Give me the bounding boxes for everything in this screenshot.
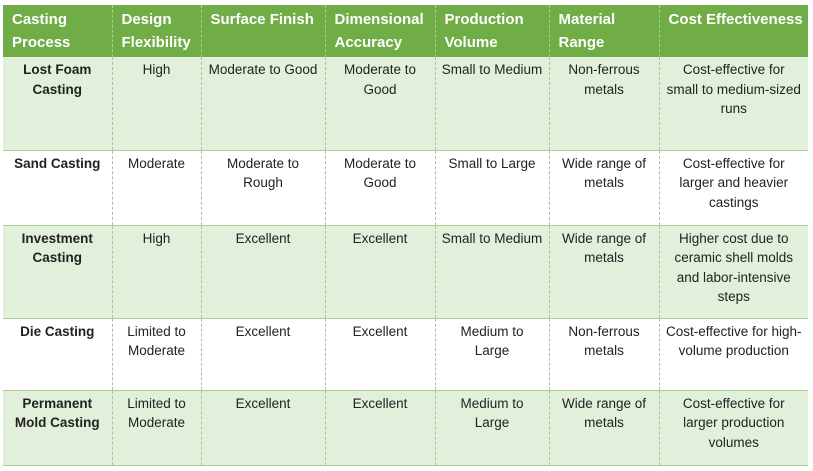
header-cell: Dimensional Accuracy (324, 5, 435, 57)
header-cell: Casting Process (3, 5, 112, 57)
table-cell: Non-ferrous metals (548, 318, 659, 391)
header-cell: Material Range (548, 5, 659, 57)
table-cell: Cost-effective for larger and heavier ca… (658, 150, 808, 226)
table-cell: High (111, 225, 201, 319)
table-cell: Medium to Large (434, 318, 549, 391)
header-cell: Design Flexibility (111, 5, 201, 57)
casting-table: Casting Process Design Flexibility Surface… (3, 5, 808, 466)
table-cell: Medium to Large (434, 390, 549, 466)
table-cell: High (111, 57, 201, 151)
table-body: Lost Foam Casting High Moderate to Good Mod… (3, 57, 808, 466)
table-row: Lost Foam Casting High Moderate to Good Mod… (3, 57, 808, 151)
table-cell: Higher cost due to ceramic shell molds a… (658, 225, 808, 319)
table-cell: Excellent (324, 390, 435, 466)
table-row: Permanent Mold Casting Limited to Moderat… (3, 390, 808, 466)
table-cell: Small to Medium (434, 225, 549, 319)
table-cell: Small to Large (434, 150, 549, 226)
header-cell: Surface Finish (200, 5, 325, 57)
row-header-cell: Permanent Mold Casting (3, 390, 112, 466)
table-cell: Cost-effective for high-volume productio… (658, 318, 808, 391)
table-cell: Wide range of metals (548, 225, 659, 319)
table-row: Sand Casting Moderate Moderate to Rough Mod… (3, 150, 808, 226)
table-cell: Excellent (200, 318, 325, 391)
table-cell: Moderate to Good (324, 57, 435, 151)
table-cell: Moderate to Rough (200, 150, 325, 226)
table-cell: Cost-effective for small to medium-sized… (658, 57, 808, 151)
table-cell: Cost-effective for larger production vol… (658, 390, 808, 466)
table-cell: Excellent (200, 225, 325, 319)
row-header-cell: Sand Casting (3, 150, 112, 226)
table-cell: Excellent (200, 390, 325, 466)
table-cell: Small to Medium (434, 57, 549, 151)
header-row: Casting Process Design Flexibility Surface… (3, 5, 808, 57)
table-header: Casting Process Design Flexibility Surface… (3, 5, 808, 57)
row-header-cell: Die Casting (3, 318, 112, 391)
table-cell: Excellent (324, 225, 435, 319)
table-cell: Moderate (111, 150, 201, 226)
table-cell: Moderate to Good (324, 150, 435, 226)
table-cell: Excellent (324, 318, 435, 391)
table-cell: Non-ferrous metals (548, 57, 659, 151)
table-cell: Moderate to Good (200, 57, 325, 151)
header-cell: Cost Effectiveness (658, 5, 808, 57)
table-row: Die Casting Limited to Moderate Excellent E… (3, 318, 808, 391)
header-cell: Production Volume (434, 5, 549, 57)
table-cell: Limited to Moderate (111, 318, 201, 391)
table-cell: Limited to Moderate (111, 390, 201, 466)
table-cell: Wide range of metals (548, 150, 659, 226)
row-header-cell: Lost Foam Casting (3, 57, 112, 151)
table-cell: Wide range of metals (548, 390, 659, 466)
table-row: Investment Casting High Excellent Excellent… (3, 225, 808, 319)
row-header-cell: Investment Casting (3, 225, 112, 319)
